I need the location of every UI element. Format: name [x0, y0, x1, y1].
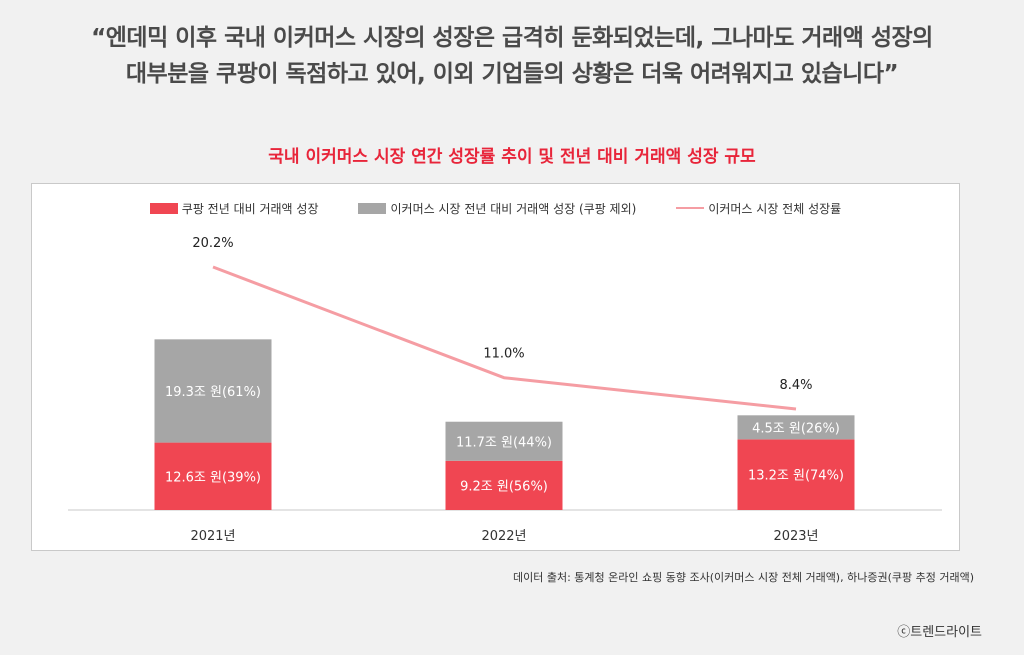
- bar-coupang-1: [445, 460, 563, 510]
- bar-label-coupang-2: 13.2조 원(74%): [748, 469, 844, 484]
- x-tick-label-0: 2021년: [190, 529, 235, 544]
- legend-label-coupang: 쿠팡 전년 대비 거래액 성장: [181, 201, 319, 216]
- legend-swatch-coupang: [149, 202, 178, 214]
- bar-others-0: [154, 339, 272, 443]
- chart-legend: 쿠팡 전년 대비 거래액 성장 이커머스 시장 전년 대비 거래액 성장 (쿠팡…: [32, 198, 959, 218]
- bar-coupang-2: [737, 439, 855, 510]
- bar-others-2: [737, 415, 855, 440]
- bar-label-coupang-0: 12.6조 원(39%): [165, 470, 261, 485]
- legend-item-growth-rate: 이커머스 시장 전체 성장률: [676, 198, 841, 218]
- legend-swatch-others: [358, 202, 387, 214]
- bar-label-others-0: 19.3조 원(61%): [165, 385, 261, 400]
- legend-label-growth-rate: 이커머스 시장 전체 성장률: [708, 201, 842, 216]
- bar-coupang-0: [154, 442, 272, 510]
- bar-label-others-2: 4.5조 원(26%): [752, 421, 840, 436]
- legend-label-others: 이커머스 시장 전년 대비 거래액 성장 (쿠팡 제외): [390, 201, 637, 216]
- x-tick-label-2: 2023년: [773, 529, 818, 544]
- bar-label-others-1: 11.7조 원(44%): [456, 435, 552, 450]
- legend-item-others: 이커머스 시장 전년 대비 거래액 성장 (쿠팡 제외): [358, 198, 636, 218]
- bar-label-coupang-1: 9.2조 원(56%): [460, 479, 548, 494]
- quote-line-1: “엔데믹 이후 국내 이커머스 시장의 성장은 급격히 둔화되었는데, 그나마도…: [91, 25, 933, 51]
- data-source-note: 데이터 출처: 통계청 온라인 쇼핑 동향 조사(이커머스 시장 전체 거래액)…: [512, 571, 974, 584]
- chart-container: 쿠팡 전년 대비 거래액 성장 이커머스 시장 전년 대비 거래액 성장 (쿠팡…: [31, 183, 960, 551]
- growth-rate-line: [212, 265, 797, 411]
- bar-others-1: [445, 421, 563, 461]
- growth-rate-label-1: 11.0%: [483, 347, 524, 362]
- copyright-credit: ⓒ트렌드라이트: [897, 625, 982, 640]
- x-tick-label-1: 2022년: [481, 529, 526, 544]
- chart-plot: 12.6조 원(39%) 19.3조 원(61%) 2021년 9.2조 원(56%)…: [68, 236, 942, 544]
- legend-swatch-growth-rate: [676, 207, 705, 209]
- chart-title: 국내 이커머스 시장 연간 성장률 추이 및 전년 대비 거래액 성장 규모: [268, 147, 756, 167]
- headline-quote: “엔데믹 이후 국내 이커머스 시장의 성장은 급격히 둔화되었는데, 그나마도…: [0, 20, 1024, 92]
- growth-rate-label-0: 20.2%: [192, 236, 233, 251]
- growth-rate-label-2: 8.4%: [779, 378, 812, 393]
- legend-item-coupang: 쿠팡 전년 대비 거래액 성장: [149, 198, 319, 218]
- quote-line-2: 대부분을 쿠팡이 독점하고 있어, 이외 기업들의 상황은 더욱 어려워지고 있…: [125, 61, 899, 87]
